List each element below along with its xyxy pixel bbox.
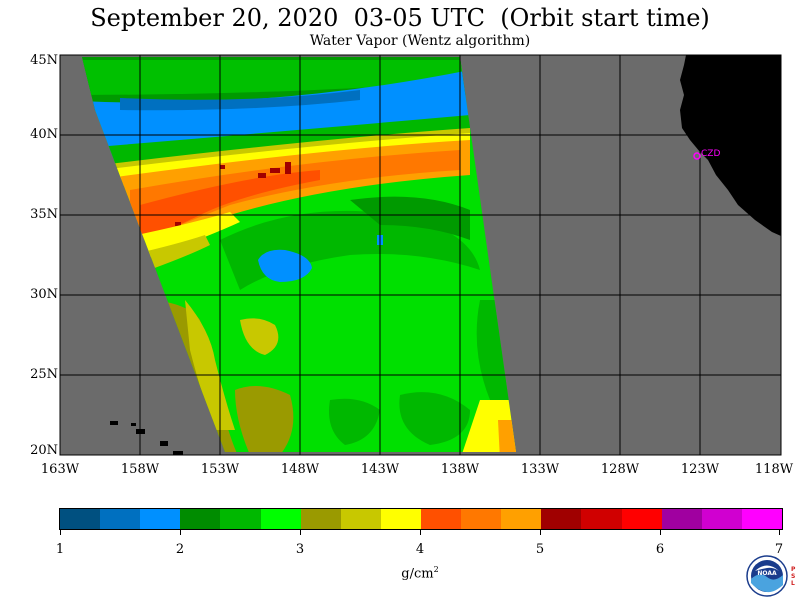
colorbar-units: g/cm2 [380, 565, 460, 581]
station-label: CZD [701, 149, 720, 159]
lat-label-45n: 45N [30, 53, 58, 68]
lat-label-40n: 40N [30, 127, 58, 142]
colorbar-tick-7 [779, 529, 780, 535]
lat-label-20n: 20N [30, 443, 58, 458]
colorbar-swatch-17 [701, 509, 742, 529]
colorbar [59, 508, 783, 530]
colorbar-swatch-14 [581, 509, 622, 529]
lon-label-143w: 143W [360, 462, 400, 477]
page-title: September 20, 2020 03-05 UTC (Orbit star… [90, 4, 710, 32]
colorbar-swatch-3 [140, 509, 181, 529]
colorbar-tick-4 [420, 529, 421, 535]
land-west-coast [680, 55, 781, 236]
lat-label-25n: 25N [30, 367, 58, 382]
lat-label-35n: 35N [30, 207, 58, 222]
units-base: g/cm [401, 566, 434, 582]
lon-label-133w: 133W [520, 462, 560, 477]
colorbar-swatch-13 [541, 509, 582, 529]
colorbar-swatch-2 [100, 509, 141, 529]
colorbar-tick-5 [540, 529, 541, 535]
colorbar-swatch-16 [661, 509, 702, 529]
colorbar-swatch-10 [420, 509, 462, 529]
colorbar-tick-3 [300, 529, 301, 535]
station-marker [693, 152, 701, 160]
colorbar-swatch-8 [340, 509, 381, 529]
lat-lon-grid [60, 55, 781, 455]
colorbar-swatch-4 [180, 509, 221, 529]
lon-label-123w: 123W [680, 462, 720, 477]
noaa-logo-text: NOAA [757, 570, 777, 577]
colorbar-label-2: 2 [175, 542, 185, 557]
colorbar-swatch-6 [260, 509, 301, 529]
page-subtitle: Water Vapor (Wentz algorithm) [309, 33, 531, 49]
colorbar-label-6: 6 [655, 542, 665, 557]
units-exponent: 2 [433, 565, 439, 574]
colorbar-label-7: 7 [774, 542, 784, 557]
colorbar-swatch-7 [300, 509, 341, 529]
lon-label-138w: 138W [440, 462, 480, 477]
colorbar-swatch-5 [220, 509, 261, 529]
colorbar-tick-1 [60, 529, 61, 535]
colorbar-swatch-15 [621, 509, 662, 529]
lat-label-30n: 30N [30, 287, 58, 302]
colorbar-label-5: 5 [535, 542, 545, 557]
psl-logo-text: PSL [791, 566, 796, 587]
map-frame [59, 54, 782, 456]
colorbar-label-1: 1 [55, 542, 65, 557]
lon-label-158w: 158W [120, 462, 160, 477]
lon-label-153w: 153W [200, 462, 240, 477]
colorbar-swatch-11 [461, 509, 502, 529]
colorbar-swatch-1 [60, 509, 101, 529]
colorbar-tick-6 [660, 529, 661, 535]
colorbar-label-3: 3 [295, 542, 305, 557]
colorbar-label-4: 4 [415, 542, 425, 557]
colorbar-tick-2 [180, 529, 181, 535]
noaa-logo: NOAA [746, 555, 788, 597]
lon-label-118w: 118W [754, 462, 794, 477]
lon-label-128w: 128W [600, 462, 640, 477]
lon-label-163w: 163W [40, 462, 80, 477]
colorbar-swatch-18 [741, 509, 782, 529]
colorbar-swatch-9 [380, 509, 421, 529]
colorbar-swatch-12 [501, 509, 542, 529]
lon-label-148w: 148W [280, 462, 320, 477]
